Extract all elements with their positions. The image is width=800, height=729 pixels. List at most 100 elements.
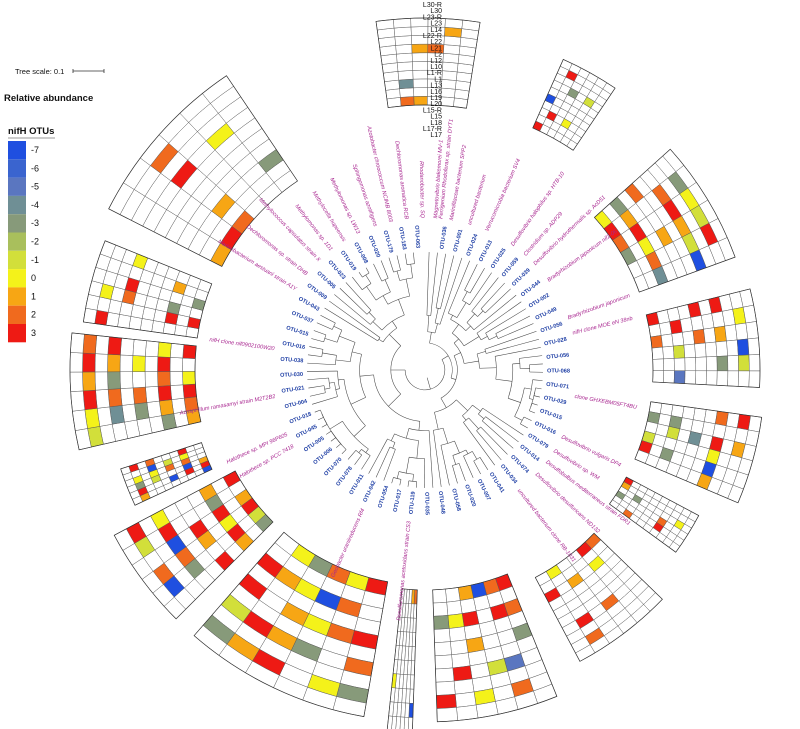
tree-internal-arc xyxy=(387,438,396,443)
heatmap-block-frame xyxy=(113,470,274,620)
heatmap-cell xyxy=(443,35,462,47)
heatmap-cell xyxy=(442,61,459,73)
tree-stem xyxy=(339,335,356,343)
otu-label: OTU-021 xyxy=(281,385,305,394)
heatmap-cell xyxy=(412,61,428,71)
heatmap-block xyxy=(534,532,663,662)
heatmap-cell xyxy=(452,665,473,682)
heatmap-cell xyxy=(695,370,707,385)
heatmap-cell xyxy=(169,357,184,372)
sample-label: L12 xyxy=(430,58,442,65)
legend-label: -1 xyxy=(31,255,39,265)
heatmap-cell xyxy=(692,328,706,345)
otu-label: OTU-063 xyxy=(413,225,420,248)
tree-stem xyxy=(412,474,414,482)
heatmap-cell xyxy=(146,400,162,419)
tree-internal-arc xyxy=(323,334,327,342)
heatmap-cell xyxy=(660,333,674,348)
tree-leaf-branch xyxy=(404,253,408,265)
heatmap-cell xyxy=(82,389,98,411)
tree-internal-arc xyxy=(494,356,497,380)
legend-label: 3 xyxy=(31,328,36,338)
tree-internal-arc xyxy=(530,391,536,408)
legend-label: 1 xyxy=(31,291,36,301)
heatmap-cell xyxy=(144,355,159,372)
heatmap-cell xyxy=(715,340,728,357)
tree-leaf-branch xyxy=(329,300,381,338)
heatmap-cell xyxy=(182,383,197,399)
tree-internal-arc xyxy=(382,327,398,343)
heatmap-cell xyxy=(673,370,686,384)
heatmap-cell xyxy=(159,399,175,416)
tree-internal-arc xyxy=(484,349,487,354)
heatmap-cell xyxy=(663,358,675,371)
tree-stem xyxy=(359,374,374,377)
heatmap-cell xyxy=(140,318,154,332)
sample-label: L15 xyxy=(430,114,442,121)
sample-label: L2 xyxy=(434,52,442,59)
legend-label: -5 xyxy=(31,182,39,192)
tree-internal-arc xyxy=(350,342,356,362)
heatmap-cell xyxy=(144,371,159,388)
otu-label: OTU-183 xyxy=(397,227,407,251)
heatmap-block-frame xyxy=(193,531,389,718)
tree-internal-arc xyxy=(409,456,425,459)
tree-stem xyxy=(389,334,401,347)
heatmap-cell xyxy=(435,680,456,696)
heatmap-cell xyxy=(704,341,718,358)
tree-internal-arc xyxy=(381,278,389,282)
heatmap-cell xyxy=(692,407,707,423)
tree-internal-arc xyxy=(519,358,521,369)
tree-leaf-branch xyxy=(440,445,450,486)
sample-label: L17-R xyxy=(423,126,442,133)
tree-stem xyxy=(442,428,449,444)
tree-leaf-branch xyxy=(529,410,536,414)
otu-label: OTU-036 xyxy=(439,226,448,250)
heatmap-block-frame xyxy=(386,588,418,729)
tree-leaf-branch xyxy=(430,252,438,316)
heatmap-cell xyxy=(94,353,109,373)
tree-stem xyxy=(453,352,461,357)
heatmap-block xyxy=(645,288,761,388)
heatmap-cell xyxy=(132,355,146,372)
tree-stem xyxy=(454,440,460,454)
tree-internal-arc xyxy=(462,300,470,306)
tree-stem xyxy=(450,315,453,320)
heatmap-cell xyxy=(95,335,110,355)
heatmap-block xyxy=(82,240,213,339)
tree-stem xyxy=(434,308,439,324)
taxon-label: Magnetovibrio blakemorei MV-1 xyxy=(433,140,444,219)
heatmap-cell xyxy=(748,370,761,388)
tree-leaf-branch xyxy=(440,255,455,309)
heatmap-cell xyxy=(395,716,401,729)
tree-leaf-branch xyxy=(519,355,543,359)
heatmap-block-frame xyxy=(82,240,213,339)
heatmap-cell xyxy=(391,716,397,729)
sample-label: L18 xyxy=(430,120,442,127)
heatmap-cell xyxy=(396,52,413,63)
tree-stem xyxy=(388,393,401,407)
heatmap-cell xyxy=(128,316,143,331)
otu-label: OTU-058 xyxy=(450,488,461,512)
tree-internal-arc xyxy=(452,449,467,456)
tree-stem xyxy=(465,449,469,454)
heatmap-cell xyxy=(157,356,171,372)
heatmap-cell xyxy=(652,370,664,383)
tree-stem xyxy=(390,433,395,441)
otu-label: OTU-038 xyxy=(280,357,303,365)
heatmap-block xyxy=(108,75,298,267)
tree-stem xyxy=(338,378,345,381)
tree-internal-arc xyxy=(362,272,370,278)
heatmap-cell xyxy=(695,356,707,372)
tree-leaf-branch xyxy=(482,420,514,449)
legend-swatch xyxy=(8,287,26,306)
tree-stem xyxy=(353,425,366,437)
heatmap-cell xyxy=(132,371,146,389)
tree-stem xyxy=(405,278,410,297)
tree-leaf-branch xyxy=(375,446,391,478)
tree-leaf-branch xyxy=(361,455,371,470)
heatmap-cell xyxy=(736,338,750,356)
tree-internal-arc xyxy=(366,310,372,315)
heatmap-cell xyxy=(157,385,172,402)
heatmap-cell xyxy=(716,370,729,387)
